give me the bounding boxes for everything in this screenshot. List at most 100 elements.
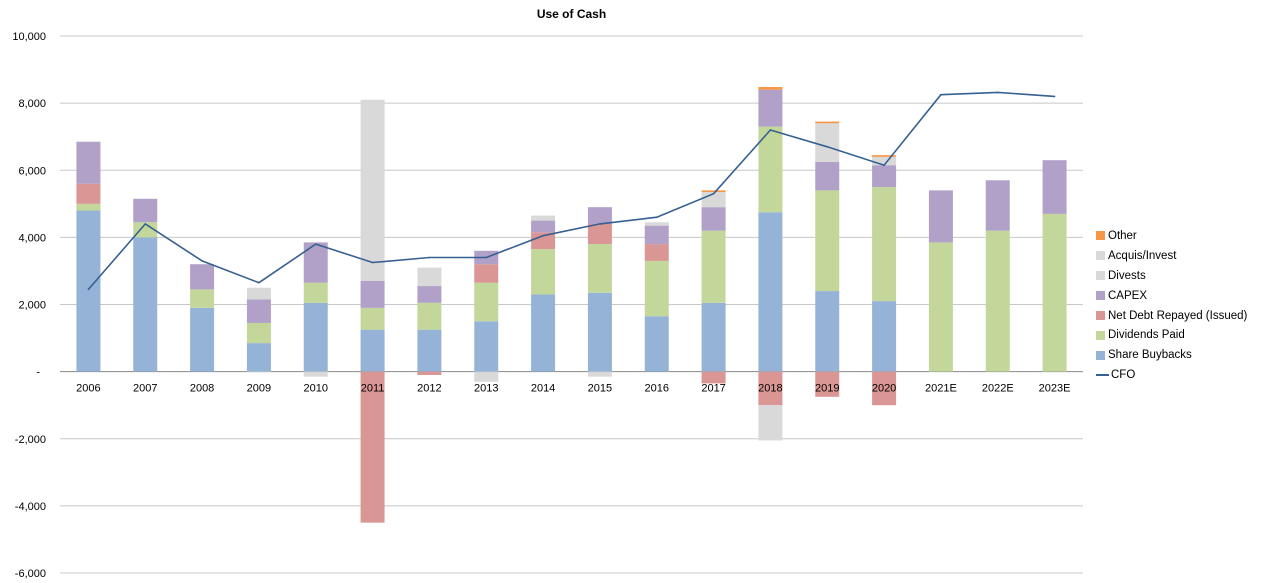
legend-item: Share Buybacks [1096,345,1261,365]
legend: Other Acquis/Invest Divests CAPEX Net Debt R… [1096,226,1261,385]
x-tick-label: 2012 [417,383,441,395]
bar-segment-capex-2020 [872,165,897,188]
bar-segment-other-2017 [701,190,726,193]
bar-segment-capex-2014 [531,220,556,233]
legend-label: CFO [1111,369,1136,382]
x-tick-label: 2009 [247,383,271,395]
bar-segment-acquis-invest-2009 [246,287,271,300]
legend-item: Divests [1096,266,1261,286]
bar-segment-dividends-paid-2013 [474,282,499,322]
legend-swatch [1096,330,1105,340]
bar-segment-dividends-paid-2010 [303,282,328,303]
cfo-point-2012 [428,256,431,259]
cfo-point-2006 [87,288,90,291]
x-tick-label: 2016 [645,383,669,395]
bar-segment-acquis-invest-2012 [417,267,442,287]
cfo-point-2023e [1053,95,1056,98]
bar-segment-dividends-paid-2007 [133,222,158,238]
cfo-point-2014 [542,234,544,237]
cfo-point-2019 [826,145,829,148]
y-tick-label: 6,000 [18,165,46,177]
y-tick-label: -4,000 [15,501,46,513]
y-tick-label: 4,000 [18,232,46,244]
bar-segment-share-buybacks-2008 [190,307,215,372]
bar-segment-net-debt-repayed-issued--2019 [815,371,840,397]
legend-line-swatch [1096,374,1109,377]
cfo-point-2010 [314,243,317,245]
bar-segment-net-debt-repayed-issued--2012 [417,371,442,375]
bar-segment-net-debt-repayed-issued--2014 [531,232,556,250]
cfo-point-2022e [996,91,999,94]
bar-segment-dividends-paid-2015 [587,244,612,293]
x-tick-label: 2020 [872,383,896,395]
bar-segment-share-buybacks-2019 [815,291,840,372]
bar-segment-acquis-invest-2011 [360,99,385,282]
x-tick-label: 2023E [1039,383,1071,395]
cfo-point-2009 [258,281,260,284]
bar-segment-divests-2015 [587,371,612,377]
bar-segment-capex-2017 [701,207,726,231]
bar-segment-dividends-paid-2021e [928,242,953,372]
x-tick-label: 2017 [701,383,725,395]
bar-segment-net-debt-repayed-issued--2016 [644,244,669,261]
bar-segment-divests-2010 [303,371,328,377]
legend-label: Acquis/Invest [1108,249,1177,262]
bar-segment-capex-2023e [1042,160,1067,214]
bar-segment-net-debt-repayed-issued--2017 [701,371,726,384]
bar-segment-capex-2007 [133,198,158,223]
bar-segment-capex-2012 [417,286,442,303]
bar-segment-capex-2018 [758,89,783,127]
y-tick-label: -2,000 [15,434,46,446]
x-tick-label: 2019 [815,383,839,395]
legend-label: Share Buybacks [1108,349,1192,362]
bar-segment-acquis-invest-2019 [815,123,840,162]
chart-title: Use of Cash [537,7,606,21]
bar-segment-net-debt-repayed-issued--2015 [587,223,612,245]
legend-label: Dividends Paid [1108,329,1185,342]
bar-segment-dividends-paid-2009 [246,322,271,344]
legend-label: Divests [1108,269,1146,282]
bar-segment-share-buybacks-2015 [587,292,612,372]
bar-segment-capex-2008 [190,264,215,290]
bar-segment-share-buybacks-2018 [758,212,783,372]
bar-segment-share-buybacks-2014 [531,294,556,372]
x-tick-label: 2007 [133,383,157,395]
bar-segment-other-2019 [815,121,840,124]
cfo-point-2018 [769,129,772,131]
bar-segment-divests-2013 [474,371,499,382]
bar-segment-capex-2019 [815,161,840,191]
bar-segment-net-debt-repayed-issued--2018 [758,371,783,406]
bar-segment-other-2018 [758,87,783,90]
bar-segment-capex-2011 [360,281,385,308]
legend-item: Other [1096,226,1261,246]
bar-segment-dividends-paid-2019 [815,190,840,292]
x-tick-label: 2018 [758,383,782,395]
x-tick-label: 2008 [190,383,214,395]
bar-segment-dividends-paid-2022e [985,230,1010,372]
cfo-point-2015 [599,223,601,225]
bar-segment-other-2020 [872,155,897,157]
bar-segment-acquis-invest-2016 [644,222,669,226]
series-line-cfo [87,91,1055,290]
bar-segment-divests-2009 [246,371,271,373]
bar-segment-dividends-paid-2020 [872,187,897,302]
legend-swatch [1096,251,1105,261]
bar-segment-net-debt-repayed-issued--2006 [76,183,101,204]
bar-segment-share-buybacks-2017 [701,302,726,372]
bar-segment-share-buybacks-2007 [133,237,158,372]
x-tick-label: 2015 [588,383,612,395]
bar-segment-net-debt-repayed-issued--2011 [360,371,385,523]
bar-segment-net-debt-repayed-issued--2013 [474,264,499,283]
bar-segment-capex-2016 [644,225,669,245]
bar-segment-capex-2009 [246,299,271,323]
cfo-point-2008 [201,260,203,262]
bars [76,87,1067,523]
x-tick-label: 2006 [76,383,100,395]
bar-segment-capex-2006 [76,141,101,184]
x-tick-label: 2014 [531,383,555,395]
bar-segment-capex-2021e [928,190,953,243]
cfo-point-2021e [940,93,942,96]
legend-swatch [1096,350,1105,360]
